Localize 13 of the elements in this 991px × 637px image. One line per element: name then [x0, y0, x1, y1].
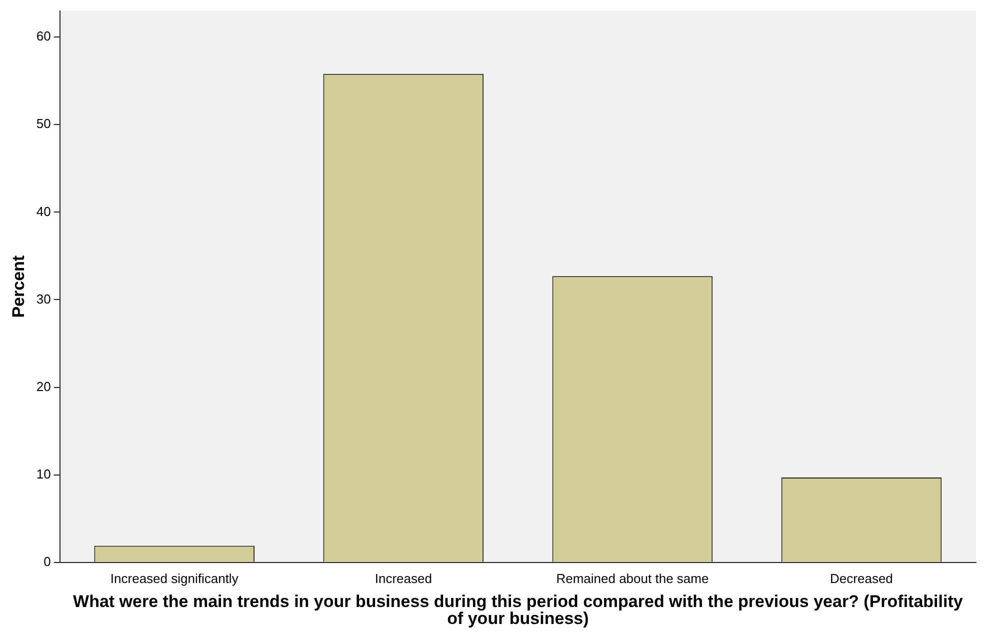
- y-tick-label: 30: [36, 291, 51, 306]
- y-tick-label: 0: [44, 554, 51, 569]
- y-tick-label: 60: [36, 28, 51, 44]
- x-tick-label: Remained about the same: [556, 570, 709, 586]
- y-tick-label: 10: [36, 466, 51, 482]
- y-tick-label: 20: [36, 378, 51, 394]
- x-tick-label: Decreased: [830, 570, 893, 586]
- x-tick-label: Increased significantly: [110, 570, 239, 586]
- x-tick-label: Increased: [374, 570, 432, 586]
- y-axis-title: Percent: [8, 255, 28, 318]
- y-tick-label: 40: [36, 204, 51, 219]
- x-axis-title: What were the main trends in your business during this period compared with the previous year? (Profitability of your business): [73, 592, 964, 628]
- y-tick-label: 50: [36, 116, 51, 132]
